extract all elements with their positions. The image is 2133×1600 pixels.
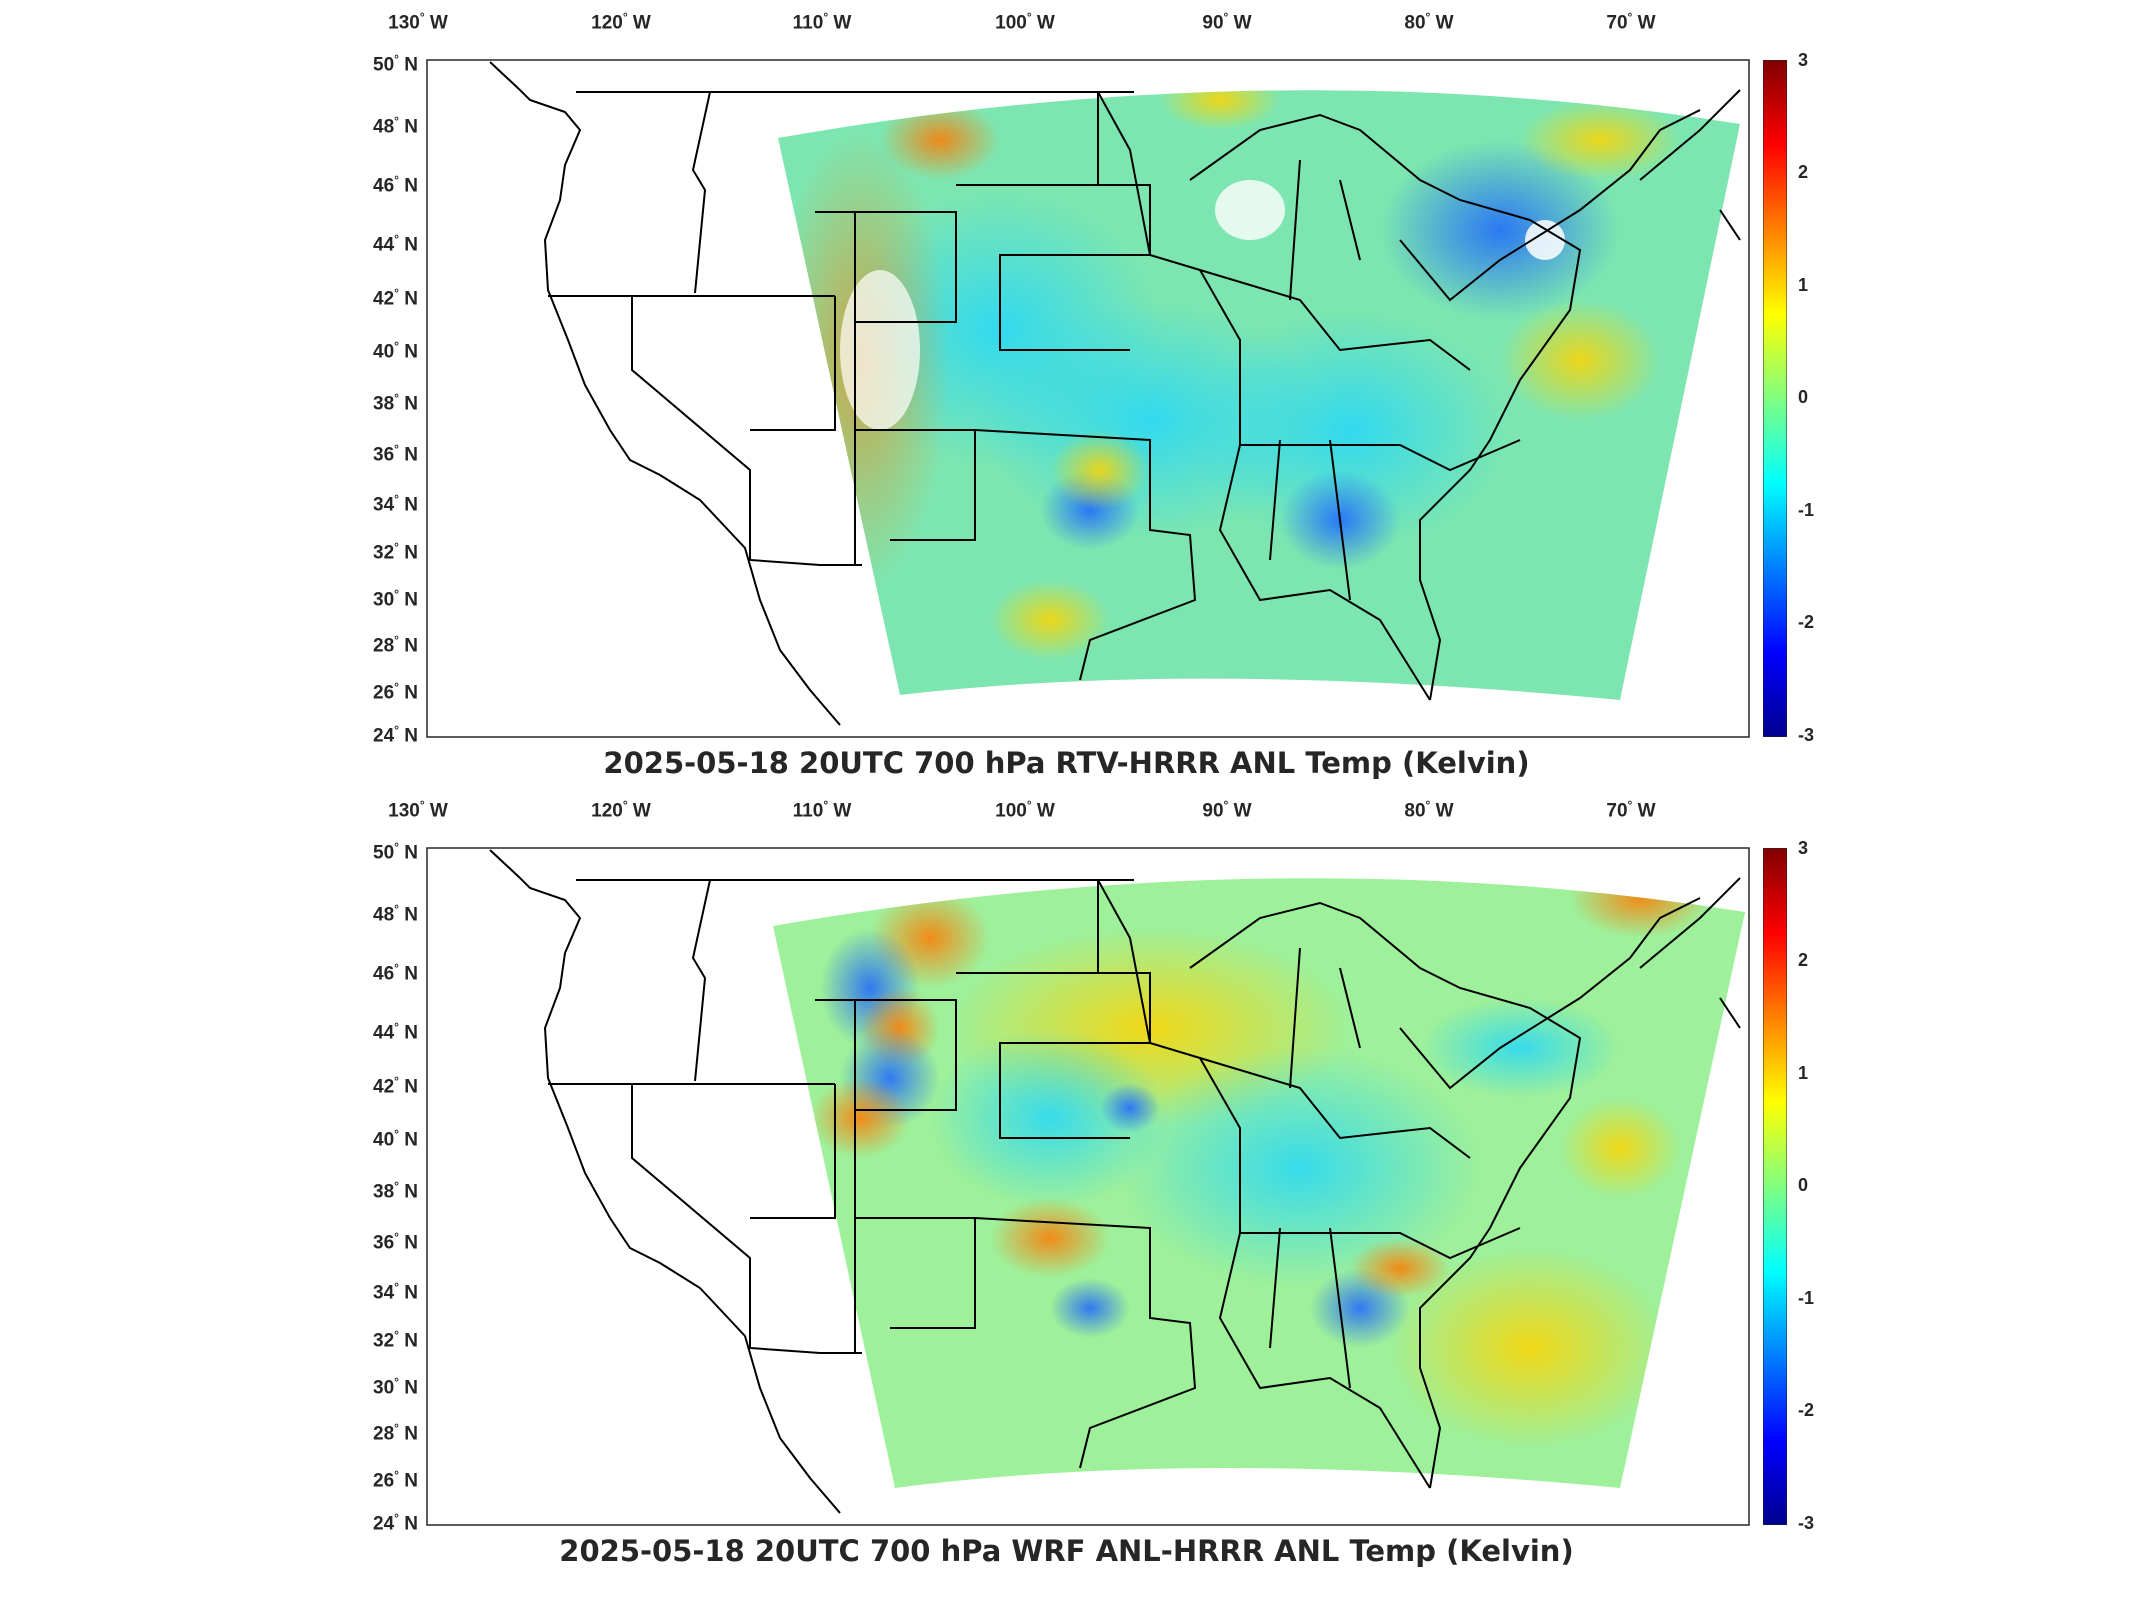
colorbar-tick: -1: [1798, 500, 1815, 520]
lat-label: 24° N: [373, 1511, 418, 1535]
lat-label: 42° N: [373, 286, 418, 310]
lon-label: 110° W: [792, 10, 852, 34]
lat-label: 34° N: [373, 1280, 418, 1304]
lon-label: 130° W: [388, 10, 448, 34]
panel-title: 2025-05-18 20UTC 700 hPa RTV-HRRR ANL Te…: [603, 746, 1530, 780]
colorbar-tick: -3: [1798, 725, 1815, 745]
map-canvas-top: [426, 59, 1750, 738]
colorbar-top: [1763, 60, 1787, 737]
lon-label: 70° W: [1606, 798, 1656, 822]
lat-label: 48° N: [373, 114, 418, 138]
colorbar-tick: -1: [1798, 1288, 1815, 1308]
lon-label: 120° W: [591, 798, 651, 822]
panel-title: 2025-05-18 20UTC 700 hPa WRF ANL-HRRR AN…: [559, 1534, 1574, 1568]
lat-label: 36° N: [373, 1230, 418, 1254]
colorbar-tick: 1: [1798, 1063, 1809, 1083]
lat-label: 28° N: [373, 633, 418, 657]
colorbar-tick: 0: [1798, 387, 1809, 407]
lon-label: 80° W: [1404, 10, 1454, 34]
lat-label: 32° N: [373, 1328, 418, 1352]
state-and-coast-outlines: [489, 61, 1741, 726]
lat-label: 50° N: [373, 840, 418, 864]
lat-label: 32° N: [373, 540, 418, 564]
lon-label: 130° W: [388, 798, 448, 822]
colorbar-tick: -2: [1798, 1400, 1815, 1420]
colorbar-tick: 3: [1798, 50, 1809, 70]
map-panel-top: 3 2 1 0 -1 -2 -3 130° W 120° W 110° W 10…: [373, 10, 1815, 780]
colorbar-bottom: [1763, 848, 1787, 1525]
lat-label: 34° N: [373, 492, 418, 516]
lat-label: 48° N: [373, 902, 418, 926]
colorbar-tick: 1: [1798, 275, 1809, 295]
map-canvas-bottom: [426, 847, 1750, 1526]
lon-label: 70° W: [1606, 10, 1656, 34]
colorbar-tick: 3: [1798, 838, 1809, 858]
lat-label: 40° N: [373, 339, 418, 363]
lat-label: 28° N: [373, 1421, 418, 1445]
lat-label: 40° N: [373, 1127, 418, 1151]
lat-label: 50° N: [373, 52, 418, 76]
colorbar-tick: 2: [1798, 950, 1809, 970]
lon-label: 110° W: [792, 798, 852, 822]
lon-label: 120° W: [591, 10, 651, 34]
colorbar-tick: 0: [1798, 1175, 1809, 1195]
lat-label: 36° N: [373, 442, 418, 466]
lat-label: 30° N: [373, 587, 418, 611]
lat-label: 38° N: [373, 1179, 418, 1203]
map-panel-bottom: 3 2 1 0 -1 -2 -3 130° W 120° W 110° W 10…: [0, 788, 2133, 1588]
lon-label: 100° W: [995, 798, 1055, 822]
lat-label: 26° N: [373, 1468, 418, 1492]
lon-label: 90° W: [1202, 798, 1252, 822]
lat-label: 26° N: [373, 680, 418, 704]
lat-label: 38° N: [373, 391, 418, 415]
lat-label: 42° N: [373, 1074, 418, 1098]
lon-label: 90° W: [1202, 10, 1252, 34]
lon-label: 100° W: [995, 10, 1055, 34]
colorbar-tick: -2: [1798, 612, 1815, 632]
colorbar-tick: 2: [1798, 162, 1809, 182]
lat-label: 24° N: [373, 723, 418, 747]
state-and-coast-outlines: [489, 849, 1741, 1514]
lat-label: 30° N: [373, 1375, 418, 1399]
colorbar-tick: -3: [1798, 1513, 1815, 1533]
temperature-difference-field: [778, 90, 1740, 701]
lon-label: 80° W: [1404, 798, 1454, 822]
lat-label: 44° N: [373, 232, 418, 256]
lat-label: 46° N: [373, 173, 418, 197]
lat-label: 44° N: [373, 1020, 418, 1044]
lat-label: 46° N: [373, 961, 418, 985]
